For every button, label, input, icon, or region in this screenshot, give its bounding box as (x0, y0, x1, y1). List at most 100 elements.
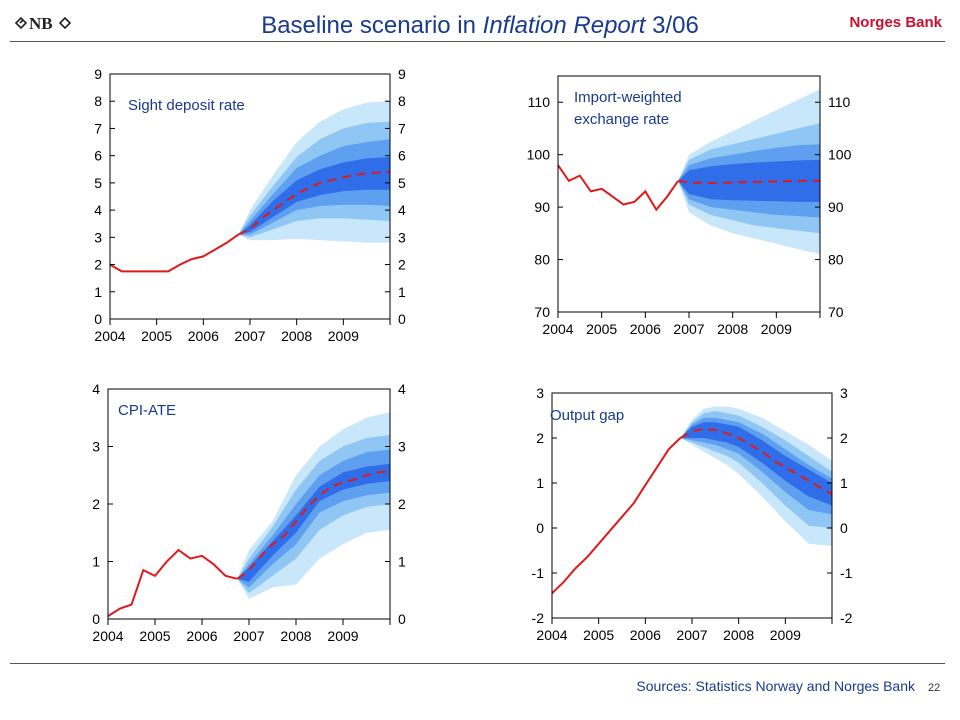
y-tick-label-left: 0 (536, 520, 544, 536)
y-tick-label-left: 80 (534, 252, 550, 268)
y-tick-label-right: 5 (398, 175, 406, 191)
y-tick-label-left: 6 (94, 148, 102, 164)
y-tick-label-left: 110 (528, 94, 551, 110)
y-tick-label-left: 5 (94, 175, 102, 191)
header-divider (10, 41, 945, 42)
y-tick-label-right: 3 (840, 385, 848, 401)
chart-title-import-weighted-exchange-rate: Import-weighted exchange rate (574, 89, 682, 128)
x-tick-label: 2006 (630, 627, 661, 643)
y-tick-label-left: 8 (94, 93, 102, 109)
x-tick-label: 2005 (583, 627, 614, 643)
y-tick-label-left: -2 (532, 610, 545, 626)
y-tick-label-right: 3 (398, 439, 406, 455)
title-prefix: Baseline scenario in (261, 12, 483, 39)
chart-title-sight-deposit-rate: Sight deposit rate (128, 97, 245, 114)
y-tick-label-right: 9 (398, 66, 406, 82)
projection-line (677, 179, 820, 185)
fan-band-4 (237, 463, 390, 582)
title-suffix: 3/06 (645, 12, 699, 39)
x-tick-label: 2009 (327, 628, 358, 644)
y-tick-label-right: 2 (398, 496, 406, 512)
projection-line (237, 171, 391, 236)
x-tick-label: 2004 (94, 328, 125, 344)
fan-band-4 (238, 157, 390, 235)
chart-cpi-ate: 0 0 1 1 2 2 3 3 4 4 2004 2005 2006 2007 2008 2009 CPI-AT… (92, 381, 406, 644)
x-tick-label: 2008 (723, 627, 754, 643)
y-tick-label-right: 3 (398, 229, 406, 245)
history-line (107, 548, 238, 617)
x-tick-label: 2004 (542, 321, 573, 337)
y-tick-label-left: 2 (94, 257, 102, 273)
svg-text:NB: NB (29, 14, 53, 33)
y-tick-label-left: 3 (536, 385, 544, 401)
y-tick-label-left: 7 (94, 120, 102, 136)
y-tick-label-left: 0 (92, 611, 100, 627)
y-tick-label-left: 1 (94, 284, 102, 300)
y-tick-label-left: 3 (92, 439, 100, 455)
y-tick-label-right: 0 (840, 520, 848, 536)
y-tick-label-right: 0 (398, 611, 406, 627)
y-tick-label-left: 0 (94, 311, 102, 327)
x-tick-label: 2008 (280, 628, 311, 644)
x-tick-label: 2007 (673, 321, 704, 337)
y-tick-label-left: 2 (92, 496, 100, 512)
sources-note: Sources: Statistics Norway and Norges Ba… (636, 678, 915, 694)
x-tick-label: 2007 (234, 328, 265, 344)
y-tick-label-right: 70 (828, 304, 844, 320)
page-number: 22 (928, 682, 941, 694)
footer-divider (10, 663, 945, 664)
y-tick-label-right: 1 (840, 475, 848, 491)
y-tick-label-left: 4 (94, 202, 102, 218)
chart-import-weighted-exchange-rate: 70 70 80 80 90 90 100 100 110 110 2004 2005 2006 2007… (527, 75, 852, 337)
chart-sight-deposit-rate: 0 0 1 1 2 2 3 3 4 4 5 5 6 6 7 7 8 8 9 9 2004 2005 2006 2007 2008… (94, 66, 406, 344)
fan-band-4 (678, 159, 820, 202)
y-tick-label-left: 1 (536, 475, 544, 491)
bank-name: Norges Bank (849, 14, 942, 31)
y-tick-label-right: 6 (398, 148, 406, 164)
y-tick-label-left: 4 (92, 381, 100, 397)
norges-bank-logo: NB (14, 10, 72, 36)
x-tick-label: 2004 (92, 628, 123, 644)
y-tick-label-right: 1 (398, 284, 406, 300)
x-tick-label: 2004 (536, 627, 567, 643)
y-tick-label-right: 8 (398, 93, 406, 109)
y-tick-label-right: -1 (840, 565, 853, 581)
fan-band-3 (680, 417, 832, 515)
x-tick-label: 2009 (328, 328, 359, 344)
x-tick-label: 2006 (630, 321, 661, 337)
y-tick-label-right: 4 (398, 381, 406, 397)
x-tick-label: 2008 (717, 321, 748, 337)
y-tick-label-right: 2 (398, 257, 406, 273)
x-tick-label: 2009 (761, 321, 792, 337)
x-tick-label: 2007 (233, 628, 264, 644)
x-tick-label: 2009 (770, 627, 801, 643)
y-tick-label-right: 0 (398, 311, 406, 327)
y-tick-label-right: 2 (840, 430, 848, 446)
y-tick-label-right: -2 (840, 610, 853, 626)
history-line (109, 233, 239, 273)
projection-line (679, 427, 833, 496)
title-italic: Inflation Report (482, 12, 646, 39)
chart-title-cpi-ate: CPI-ATE (118, 402, 176, 419)
y-tick-label-right: 1 (398, 554, 406, 570)
y-tick-label-left: -1 (532, 565, 545, 581)
y-tick-label-left: 100 (527, 147, 551, 163)
y-tick-label-left: 70 (534, 304, 550, 320)
x-tick-label: 2006 (188, 328, 219, 344)
y-tick-label-right: 4 (398, 202, 406, 218)
x-tick-label: 2005 (139, 628, 170, 644)
y-tick-label-right: 100 (828, 147, 852, 163)
x-tick-label: 2005 (586, 321, 617, 337)
x-tick-label: 2006 (186, 628, 217, 644)
y-tick-label-right: 90 (828, 199, 844, 215)
y-tick-label-left: 90 (534, 199, 550, 215)
y-tick-label-right: 110 (828, 94, 851, 110)
fan-band-4 (680, 422, 832, 506)
chart-title-output-gap: Output gap (550, 407, 624, 424)
y-tick-label-left: 2 (536, 430, 544, 446)
y-tick-label-left: 9 (94, 66, 102, 82)
x-tick-label: 2008 (281, 328, 312, 344)
history-line (551, 437, 681, 595)
y-tick-label-right: 80 (828, 252, 844, 268)
y-tick-label-left: 1 (92, 554, 100, 570)
